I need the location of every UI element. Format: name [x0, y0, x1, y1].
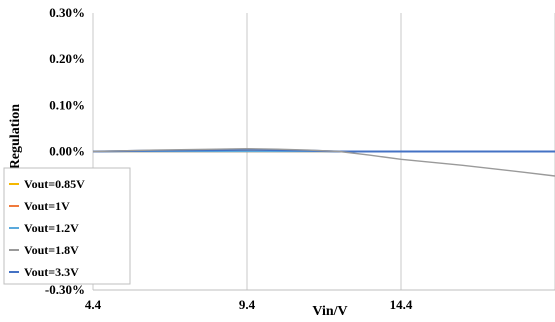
y-tick-label: 0.10% — [49, 97, 85, 112]
y-tick-label: 0.00% — [49, 144, 85, 159]
legend-box — [3, 167, 131, 285]
y-tick-label: 0.20% — [49, 51, 85, 66]
x-tick-label: 14.4 — [390, 297, 413, 312]
x-axis-title: Vin/V — [312, 304, 347, 319]
legend-label: Vout=3.3V — [24, 265, 79, 279]
x-tick-labels: 4.4 9.4 14.4 — [85, 297, 413, 312]
y-tick-label: -0.30% — [45, 282, 85, 297]
series-line — [92, 147, 555, 177]
legend: Vout=0.85V Vout=1V Vout=1.2V Vout=1.8V Vout=… — [3, 167, 131, 285]
x-tick-label: 9.4 — [239, 297, 256, 312]
legend-label: Vout=1.2V — [24, 221, 79, 235]
legend-label: Vout=1.8V — [24, 243, 79, 257]
x-tick-label: 4.4 — [85, 297, 102, 312]
legend-label: Vout=1V — [24, 199, 70, 213]
y-tick-label: 0.30% — [49, 5, 85, 20]
legend-label: Vout=0.85V — [24, 177, 85, 191]
series-lines — [92, 147, 555, 177]
legend-items: Vout=0.85V Vout=1V Vout=1.2V Vout=1.8V Vout=… — [9, 177, 85, 279]
